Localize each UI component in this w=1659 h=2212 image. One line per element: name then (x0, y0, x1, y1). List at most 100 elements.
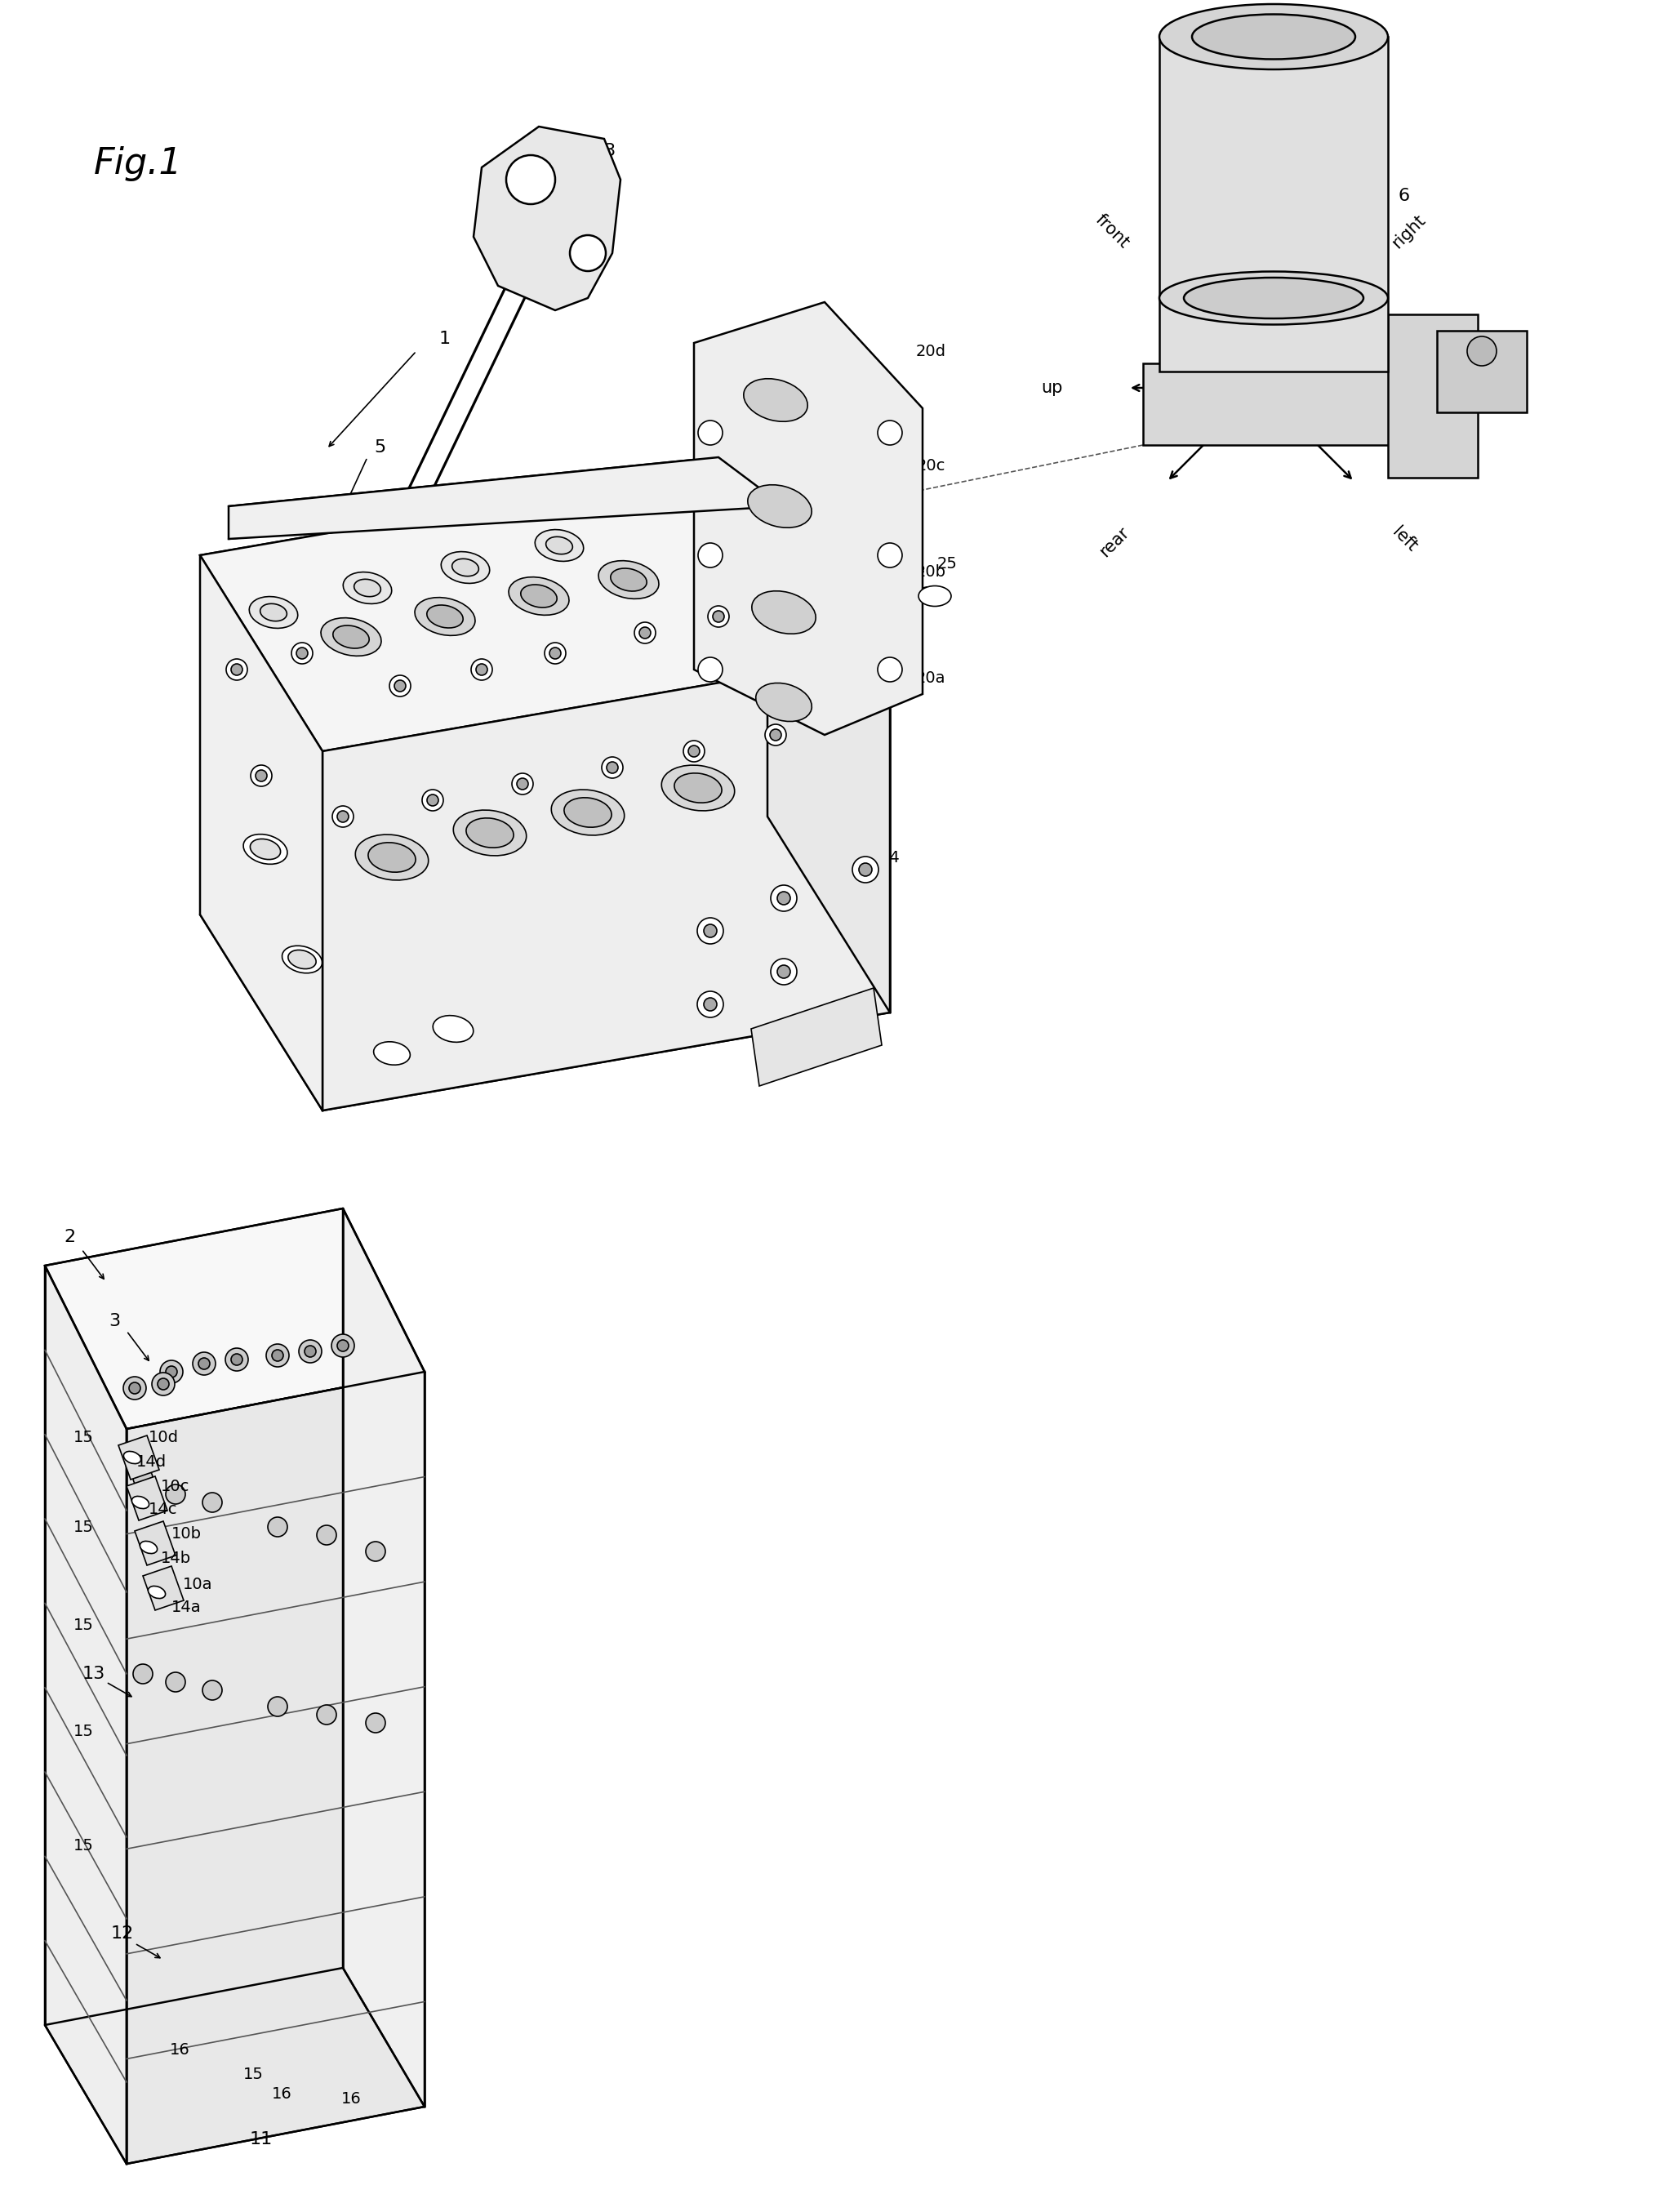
Circle shape (639, 626, 650, 639)
Polygon shape (752, 989, 881, 1086)
Circle shape (272, 1349, 284, 1360)
Text: 23: 23 (373, 637, 393, 653)
Ellipse shape (124, 1451, 141, 1464)
Text: 43: 43 (370, 549, 390, 564)
Circle shape (265, 1345, 289, 1367)
Circle shape (202, 1493, 222, 1513)
Text: front: front (1092, 212, 1133, 252)
Text: 1: 1 (440, 332, 451, 347)
Ellipse shape (343, 573, 392, 604)
Text: 3: 3 (108, 1314, 119, 1329)
Ellipse shape (244, 834, 287, 865)
Circle shape (317, 1526, 337, 1544)
Text: rear: rear (1097, 524, 1133, 560)
Text: 14a: 14a (171, 1599, 201, 1615)
Circle shape (708, 606, 728, 626)
Ellipse shape (148, 1586, 166, 1599)
Polygon shape (45, 1265, 126, 2163)
Text: 43: 43 (516, 964, 538, 980)
Polygon shape (229, 458, 783, 540)
Circle shape (878, 657, 902, 681)
Circle shape (123, 1376, 146, 1400)
Text: 2: 2 (63, 1230, 75, 1245)
Text: 15: 15 (73, 1617, 95, 1632)
Ellipse shape (752, 591, 816, 635)
Text: 15: 15 (73, 1723, 95, 1739)
Circle shape (778, 964, 790, 978)
Text: 43: 43 (222, 695, 242, 710)
Circle shape (255, 770, 267, 781)
Ellipse shape (139, 1542, 158, 1553)
Ellipse shape (251, 838, 280, 860)
Circle shape (390, 675, 411, 697)
Text: 23: 23 (815, 679, 834, 695)
Text: 14d: 14d (136, 1453, 166, 1469)
Circle shape (471, 659, 493, 679)
Text: 40b: 40b (352, 564, 383, 580)
Circle shape (426, 794, 438, 805)
Polygon shape (201, 555, 322, 1110)
Ellipse shape (521, 584, 557, 608)
Circle shape (166, 1484, 186, 1504)
Text: 40a: 40a (270, 608, 300, 624)
Circle shape (571, 234, 606, 272)
Circle shape (226, 659, 247, 679)
Polygon shape (45, 1208, 425, 1429)
Circle shape (158, 1378, 169, 1389)
Text: 16: 16 (272, 2086, 292, 2101)
Text: 50a: 50a (254, 633, 284, 648)
Ellipse shape (333, 626, 370, 648)
Text: 23: 23 (611, 580, 630, 595)
Text: 15: 15 (73, 1520, 95, 1535)
Ellipse shape (564, 799, 612, 827)
Circle shape (602, 757, 622, 779)
Text: Fig.1: Fig.1 (95, 146, 182, 181)
Text: 21: 21 (815, 1022, 834, 1037)
Text: 25: 25 (937, 555, 957, 571)
Circle shape (395, 679, 406, 692)
Circle shape (1467, 336, 1496, 365)
Text: 42: 42 (448, 1024, 468, 1040)
Circle shape (166, 1367, 178, 1378)
Ellipse shape (757, 684, 811, 721)
Polygon shape (118, 1436, 159, 1480)
Circle shape (771, 958, 796, 984)
Circle shape (878, 542, 902, 568)
Circle shape (133, 1469, 153, 1489)
Text: 15: 15 (73, 1429, 95, 1444)
Circle shape (506, 155, 556, 204)
Circle shape (166, 1672, 186, 1692)
Text: 16: 16 (342, 2090, 362, 2106)
Ellipse shape (353, 580, 382, 597)
Polygon shape (693, 303, 922, 734)
Circle shape (513, 774, 533, 794)
Polygon shape (126, 1371, 425, 2163)
Circle shape (773, 593, 795, 615)
Text: right: right (1389, 212, 1428, 252)
Text: 24: 24 (675, 865, 695, 880)
Circle shape (365, 1712, 385, 1732)
Circle shape (292, 644, 312, 664)
Ellipse shape (433, 1015, 473, 1042)
Ellipse shape (748, 484, 811, 529)
Text: 50d: 50d (474, 531, 504, 546)
Polygon shape (134, 1522, 176, 1566)
Text: 14b: 14b (161, 1551, 191, 1566)
Text: 14c: 14c (149, 1502, 178, 1517)
Circle shape (853, 856, 879, 883)
Circle shape (153, 1374, 174, 1396)
Text: 40c: 40c (435, 515, 463, 531)
Circle shape (698, 420, 723, 445)
Ellipse shape (611, 568, 647, 591)
Text: 15: 15 (73, 1838, 95, 1854)
Circle shape (476, 664, 488, 675)
Circle shape (231, 664, 242, 675)
Circle shape (544, 644, 566, 664)
Text: 10b: 10b (171, 1526, 201, 1542)
Circle shape (337, 1340, 348, 1352)
Circle shape (634, 622, 655, 644)
Circle shape (859, 863, 873, 876)
Text: down: down (1458, 380, 1505, 396)
Text: 43: 43 (806, 960, 826, 975)
Ellipse shape (453, 810, 526, 856)
